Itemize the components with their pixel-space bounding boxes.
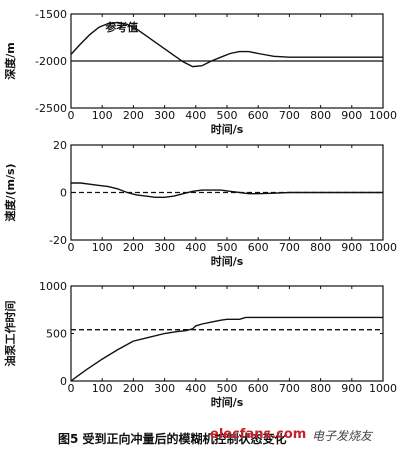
x-tick-label: 0 <box>68 382 75 395</box>
x-tick-label: 700 <box>279 109 300 122</box>
x-tick-label: 400 <box>185 382 206 395</box>
x-tick-label: 0 <box>68 241 75 254</box>
x-tick-label: 900 <box>341 109 362 122</box>
x-tick-label: 1000 <box>369 241 397 254</box>
y-axis-title: 速度/(m/s) <box>3 163 17 221</box>
reference-annotation: 参考值 <box>105 20 138 34</box>
x-tick-label: 100 <box>92 109 113 122</box>
x-tick-label: 600 <box>248 241 269 254</box>
x-tick-label: 500 <box>217 382 238 395</box>
y-axis-title: 深度/m <box>3 42 17 79</box>
y-tick-label: -1500 <box>35 8 67 21</box>
x-tick-label: 400 <box>185 109 206 122</box>
chart-panels: 0 100 200 300 400 500 600 700 800 900 1000-1500-20… <box>3 8 397 409</box>
watermark: elecfans.com 电子发烧友 <box>210 427 374 443</box>
y-tick-label: 20 <box>53 139 67 152</box>
x-tick-label: 300 <box>154 109 175 122</box>
x-tick-label: 800 <box>310 382 331 395</box>
y-tick-label: -20 <box>49 234 67 247</box>
y-tick-label: -2500 <box>35 102 67 115</box>
x-tick-label: 100 <box>92 382 113 395</box>
x-tick-label: 200 <box>123 382 144 395</box>
watermark-cn-text: 电子发烧友 <box>312 429 374 443</box>
x-tick-label: 500 <box>217 109 238 122</box>
x-axis-title: 时间/s <box>211 254 244 268</box>
series-line <box>70 21 383 68</box>
x-tick-label: 800 <box>310 109 331 122</box>
x-tick-label: 900 <box>341 241 362 254</box>
y-tick-label: -2000 <box>35 55 67 68</box>
x-tick-label: 900 <box>341 382 362 395</box>
x-axis-title: 时间/s <box>211 122 244 136</box>
figure-caption: 图5 受到正向冲量后的模糊机控制状态变化 <box>58 431 287 446</box>
x-tick-label: 100 <box>92 241 113 254</box>
x-tick-label: 600 <box>248 382 269 395</box>
x-tick-label: 0 <box>68 109 75 122</box>
y-tick-label: 500 <box>46 328 67 341</box>
x-axis-title: 时间/s <box>211 395 244 409</box>
x-tick-label: 600 <box>248 109 269 122</box>
x-tick-label: 700 <box>279 241 300 254</box>
chart-panel-3: 0 100 200 300 400 500 600 700 800 900 1000 1000 500 0… <box>3 280 397 409</box>
x-tick-label: 300 <box>154 241 175 254</box>
y-axis-title: 油泵工作时间 <box>3 301 17 367</box>
x-tick-label: 1000 <box>369 382 397 395</box>
x-tick-label: 800 <box>310 241 331 254</box>
x-tick-label: 200 <box>123 241 144 254</box>
plot-frame <box>70 285 384 382</box>
x-tick-label: 300 <box>154 382 175 395</box>
chart-panel-2: 0 100 200 300 400 500 600 700 800 900 1000200-20时间… <box>3 139 397 268</box>
watermark-brand: elecfans.com <box>210 427 306 442</box>
y-tick-label: 1000 <box>39 280 67 293</box>
x-tick-label: 700 <box>279 382 300 395</box>
series-line <box>71 182 383 199</box>
y-tick-label: 0 <box>60 375 67 388</box>
x-tick-label: 400 <box>185 241 206 254</box>
series-line <box>70 316 383 382</box>
x-tick-label: 200 <box>123 109 144 122</box>
chart-panel-1: 0 100 200 300 400 500 600 700 800 900 1000 -1500 -20… <box>3 8 397 136</box>
x-tick-label: 1000 <box>369 109 397 122</box>
x-tick-label: 500 <box>217 241 238 254</box>
y-tick-label: 0 <box>60 187 67 200</box>
